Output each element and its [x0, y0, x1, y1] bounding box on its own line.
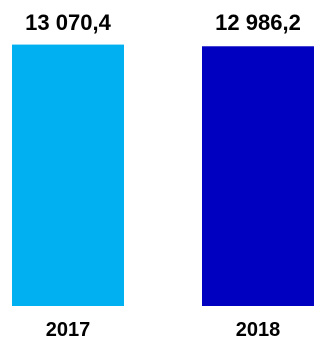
- category-label-2018: 2018: [236, 319, 281, 341]
- bars-group: [12, 44, 314, 306]
- value-labels-group: 13 070,4 12 986,2: [25, 10, 301, 35]
- bar-2018: [202, 46, 314, 306]
- category-labels-group: 2017 2018: [46, 319, 281, 341]
- value-label-2017: 13 070,4: [25, 10, 111, 35]
- value-label-2018: 12 986,2: [215, 10, 301, 35]
- bar-2017: [12, 44, 124, 306]
- category-label-2017: 2017: [46, 319, 91, 341]
